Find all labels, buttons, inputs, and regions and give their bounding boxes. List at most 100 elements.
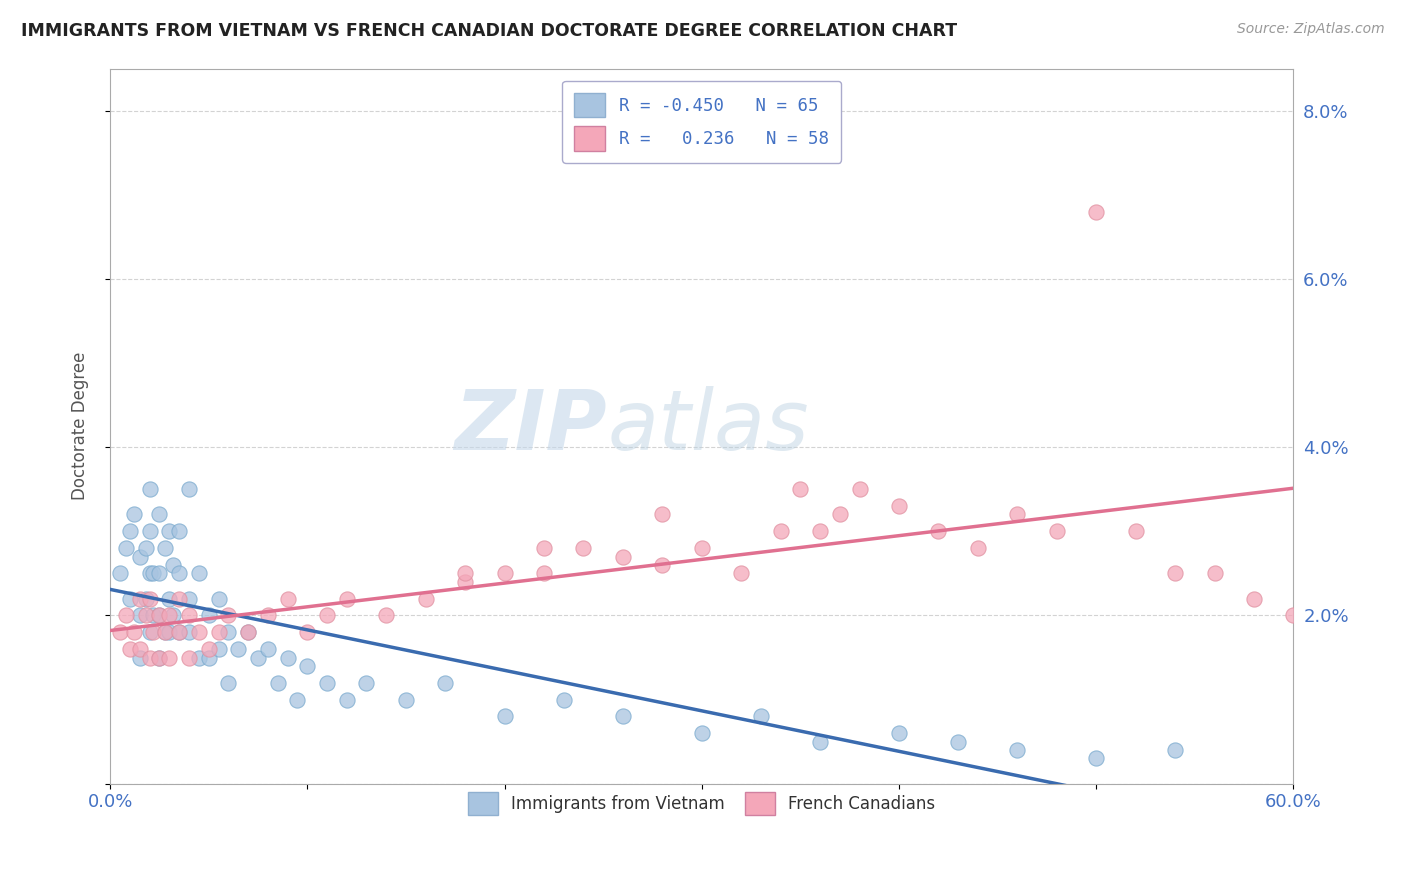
Point [533,541,555,556]
Point [138,625,160,640]
Point [277,591,299,606]
Point [1046,524,1069,539]
Point [167,625,190,640]
Point [128,642,150,657]
Point [553,692,575,706]
Point [287,692,309,706]
Point [115,608,138,623]
Point [808,524,831,539]
Point [1007,508,1029,522]
Legend: Immigrants from Vietnam, French Canadians: Immigrants from Vietnam, French Canadian… [458,782,946,825]
Point [572,541,595,556]
Point [142,608,165,623]
Point [162,558,184,572]
Point [434,675,457,690]
Point [533,566,555,581]
Point [155,541,177,556]
Point [162,608,184,623]
Point [769,524,792,539]
Point [157,608,180,623]
Point [177,650,200,665]
Point [167,524,190,539]
Point [167,566,190,581]
Point [155,625,177,640]
Point [356,675,378,690]
Point [135,541,157,556]
Point [789,482,811,496]
Point [187,650,209,665]
Point [1164,566,1187,581]
Y-axis label: Doctorate Degree: Doctorate Degree [72,352,89,500]
Point [1125,524,1147,539]
Point [128,549,150,564]
Point [142,625,165,640]
Point [749,709,772,723]
Point [207,642,229,657]
Point [236,625,259,640]
Point [122,508,145,522]
Point [612,549,634,564]
Point [128,591,150,606]
Point [257,642,280,657]
Point [808,734,831,748]
Point [651,508,673,522]
Point [887,499,910,513]
Point [246,650,269,665]
Point [157,625,180,640]
Point [217,625,239,640]
Point [128,650,150,665]
Point [967,541,990,556]
Point [297,625,319,640]
Point [138,482,160,496]
Point [108,625,131,640]
Point [177,608,200,623]
Point [395,692,418,706]
Point [375,608,398,623]
Point [267,675,290,690]
Point [1007,743,1029,757]
Point [277,650,299,665]
Point [138,591,160,606]
Point [108,566,131,581]
Point [690,541,713,556]
Text: Source: ZipAtlas.com: Source: ZipAtlas.com [1237,22,1385,37]
Point [1204,566,1226,581]
Point [148,608,170,623]
Point [690,726,713,740]
Point [927,524,949,539]
Point [157,524,180,539]
Point [197,608,219,623]
Point [336,591,359,606]
Point [177,625,200,640]
Point [148,650,170,665]
Point [946,734,969,748]
Point [118,642,141,657]
Point [217,675,239,690]
Point [138,524,160,539]
Point [454,574,477,589]
Point [226,642,249,657]
Point [257,608,280,623]
Point [177,591,200,606]
Point [167,591,190,606]
Point [197,642,219,657]
Point [157,591,180,606]
Point [115,541,138,556]
Point [236,625,259,640]
Point [197,650,219,665]
Point [217,608,239,623]
Point [316,675,339,690]
Point [494,709,516,723]
Text: atlas: atlas [607,385,808,467]
Point [148,608,170,623]
Point [135,608,157,623]
Point [887,726,910,740]
Point [828,508,851,522]
Point [848,482,870,496]
Point [1164,743,1187,757]
Point [454,566,477,581]
Point [1282,608,1305,623]
Point [494,566,516,581]
Point [155,625,177,640]
Point [122,625,145,640]
